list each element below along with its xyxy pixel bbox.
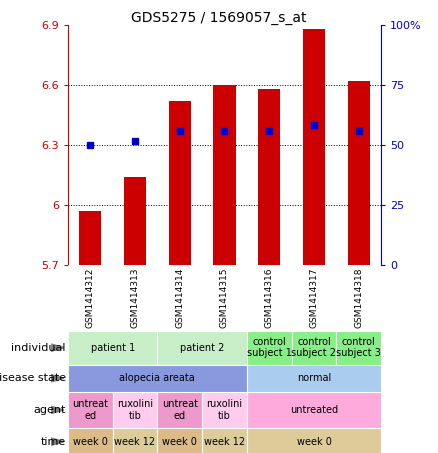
Text: control
subject 2: control subject 2 bbox=[291, 337, 336, 358]
Bar bbox=[202, 428, 247, 453]
Text: GSM1414312: GSM1414312 bbox=[86, 268, 95, 328]
Bar bbox=[336, 331, 381, 365]
Text: time: time bbox=[40, 437, 66, 447]
Text: control
subject 3: control subject 3 bbox=[336, 337, 381, 358]
Bar bbox=[157, 392, 202, 428]
Text: week 0: week 0 bbox=[73, 437, 108, 447]
Bar bbox=[303, 29, 325, 265]
Bar bbox=[157, 428, 202, 453]
Polygon shape bbox=[51, 375, 64, 382]
Text: GSM1414314: GSM1414314 bbox=[175, 268, 184, 328]
Bar bbox=[347, 81, 370, 265]
Polygon shape bbox=[51, 406, 64, 414]
Text: alopecia areata: alopecia areata bbox=[120, 373, 195, 383]
Text: week 0: week 0 bbox=[162, 437, 197, 447]
Text: ruxolini
tib: ruxolini tib bbox=[117, 399, 153, 421]
Bar bbox=[79, 211, 102, 265]
Bar bbox=[247, 365, 381, 392]
Bar bbox=[68, 428, 113, 453]
Polygon shape bbox=[51, 438, 64, 445]
Bar bbox=[169, 101, 191, 265]
Bar bbox=[68, 392, 113, 428]
Text: untreat
ed: untreat ed bbox=[72, 399, 108, 421]
Text: GSM1414317: GSM1414317 bbox=[310, 268, 318, 328]
Text: patient 1: patient 1 bbox=[91, 342, 135, 353]
Bar bbox=[247, 331, 292, 365]
Text: GSM1414315: GSM1414315 bbox=[220, 268, 229, 328]
Text: GDS5275 / 1569057_s_at: GDS5275 / 1569057_s_at bbox=[131, 11, 307, 25]
Bar bbox=[213, 85, 236, 265]
Polygon shape bbox=[51, 344, 64, 352]
Text: disease state: disease state bbox=[0, 373, 66, 383]
Text: week 12: week 12 bbox=[114, 437, 155, 447]
Text: GSM1414313: GSM1414313 bbox=[131, 268, 139, 328]
Text: agent: agent bbox=[33, 405, 66, 415]
Bar bbox=[247, 392, 381, 428]
Bar bbox=[68, 331, 157, 365]
Text: normal: normal bbox=[297, 373, 331, 383]
Bar bbox=[113, 392, 157, 428]
Bar bbox=[157, 331, 247, 365]
Text: week 0: week 0 bbox=[297, 437, 332, 447]
Bar bbox=[247, 428, 381, 453]
Bar bbox=[202, 392, 247, 428]
Text: GSM1414316: GSM1414316 bbox=[265, 268, 274, 328]
Bar bbox=[292, 331, 336, 365]
Text: untreat
ed: untreat ed bbox=[162, 399, 198, 421]
Bar bbox=[258, 89, 280, 265]
Text: ruxolini
tib: ruxolini tib bbox=[206, 399, 243, 421]
Bar bbox=[124, 177, 146, 265]
Text: week 12: week 12 bbox=[204, 437, 245, 447]
Bar bbox=[113, 428, 157, 453]
Text: untreated: untreated bbox=[290, 405, 338, 415]
Text: GSM1414318: GSM1414318 bbox=[354, 268, 363, 328]
Bar bbox=[68, 365, 247, 392]
Text: individual: individual bbox=[11, 342, 66, 353]
Text: control
subject 1: control subject 1 bbox=[247, 337, 292, 358]
Text: patient 2: patient 2 bbox=[180, 342, 224, 353]
